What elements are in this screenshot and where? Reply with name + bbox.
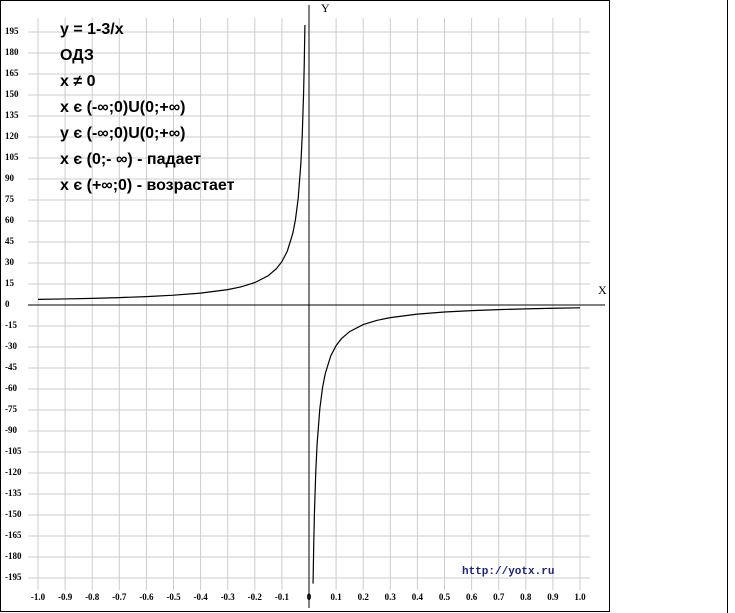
y-tick-label: -165 xyxy=(5,530,22,540)
x-tick-label: 0.5 xyxy=(439,592,451,602)
x-tick-label: -1.0 xyxy=(31,592,46,602)
y-tick-label: -180 xyxy=(5,551,22,561)
y-tick-label: 165 xyxy=(5,68,19,78)
annotation: x є (0;- ∞) - падает xyxy=(60,151,201,168)
x-tick-label: 0.2 xyxy=(358,592,370,602)
y-tick-label: -30 xyxy=(5,341,17,351)
y-tick-label: 135 xyxy=(5,110,19,120)
watermark: http://yotx.ru xyxy=(462,566,554,578)
x-tick-label: -0.3 xyxy=(221,592,236,602)
y-tick-label: -195 xyxy=(5,572,22,582)
x-tick-label: 0.9 xyxy=(547,592,559,602)
x-tick-label: 0.3 xyxy=(385,592,397,602)
x-tick-label: 0.6 xyxy=(466,592,478,602)
x-tick-label: 1.0 xyxy=(574,592,586,602)
x-tick-label: 0.8 xyxy=(520,592,532,602)
x-tick-label: -0.7 xyxy=(112,592,127,602)
y-tick-label: 90 xyxy=(5,173,15,183)
y-tick-label: 120 xyxy=(5,131,19,141)
y-tick-label: 150 xyxy=(5,89,19,99)
y-tick-label: -75 xyxy=(5,404,17,414)
y-tick-label: 195 xyxy=(5,26,19,36)
y-tick-label: -90 xyxy=(5,425,17,435)
x-tick-label: -0.1 xyxy=(275,592,290,602)
x-tick-label: 0.4 xyxy=(412,592,424,602)
y-tick-label: -150 xyxy=(5,509,22,519)
x-tick-label: 0 xyxy=(307,592,312,602)
y-tick-label: 60 xyxy=(5,215,15,225)
y-tick-label: -45 xyxy=(5,362,17,372)
y-tick-label: -15 xyxy=(5,320,17,330)
y-axis-label: Y xyxy=(321,1,330,15)
x-tick-label: 0.1 xyxy=(330,592,342,602)
y-tick-label: -135 xyxy=(5,488,22,498)
x-tick-label: -0.6 xyxy=(139,592,154,602)
y-tick-label: -105 xyxy=(5,446,22,456)
x-tick-label: -0.9 xyxy=(58,592,73,602)
annotation: y = 1-3/x xyxy=(60,21,124,38)
y-tick-label: 15 xyxy=(5,278,15,288)
annotation: x є (-∞;0)U(0;+∞) xyxy=(60,99,185,116)
x-tick-label: -0.4 xyxy=(193,592,208,602)
annotation: x ≠ 0 xyxy=(60,73,96,90)
y-tick-label: 45 xyxy=(5,236,15,246)
frame xyxy=(0,0,610,612)
y-tick-label: -60 xyxy=(5,383,17,393)
x-tick-label: -0.2 xyxy=(248,592,263,602)
y-tick-label: 105 xyxy=(5,152,19,162)
x-tick-label: -0.8 xyxy=(85,592,100,602)
y-tick-label: 75 xyxy=(5,194,15,204)
x-tick-label: 0.7 xyxy=(493,592,505,602)
y-tick-label: 0 xyxy=(5,299,10,309)
curve xyxy=(312,307,581,584)
curve xyxy=(37,25,306,300)
x-tick-label: -0.5 xyxy=(166,592,181,602)
annotation: x є (+∞;0) - возрастает xyxy=(60,177,235,194)
y-tick-label: -120 xyxy=(5,467,22,477)
y-tick-label: 30 xyxy=(5,257,15,267)
annotation: ОДЗ xyxy=(60,47,94,64)
x-axis-label: X xyxy=(598,283,607,297)
y-tick-label: 180 xyxy=(5,47,19,57)
annotation: y є (-∞;0)U(0;+∞) xyxy=(60,125,185,142)
